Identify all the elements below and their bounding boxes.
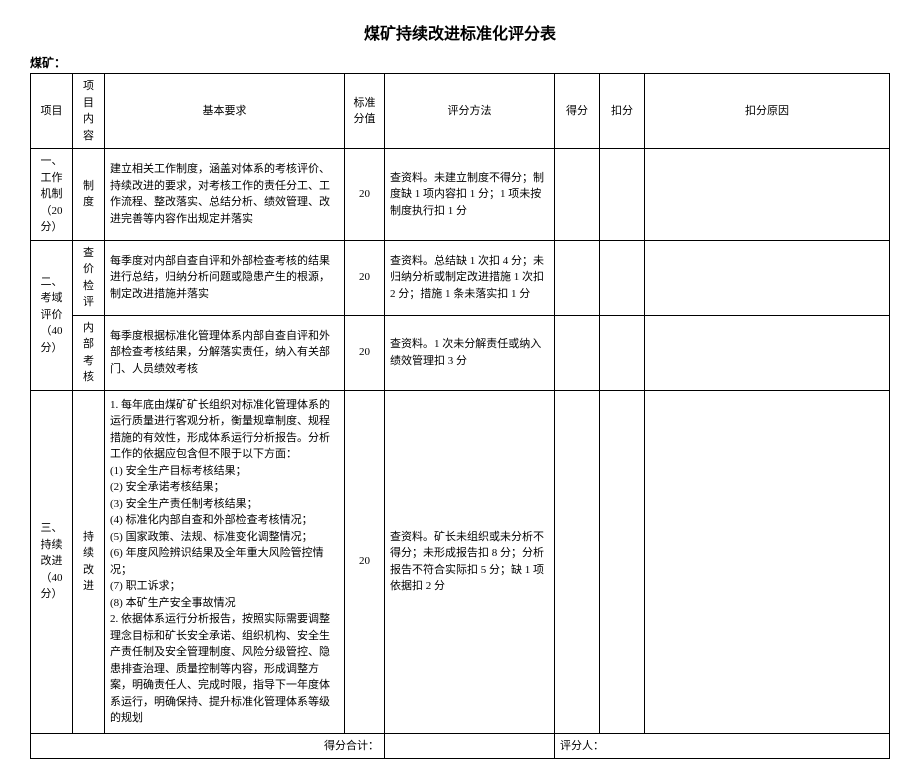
header-content: 项目内容 [73, 74, 105, 149]
cell-reason [645, 240, 890, 315]
header-score: 得分 [555, 74, 600, 149]
cell-requirement: 每季度对内部自查自评和外部检查考核的结果进行总结，归纳分析问题或隐患产生的根源，… [105, 240, 345, 315]
table-row: 内 部考核 每季度根据标准化管理体系内部自查自评和外部检查考核结果，分解落实责任… [31, 315, 890, 390]
header-stdscore: 标准分值 [345, 74, 385, 149]
cell-requirement: 1. 每年底由煤矿矿长组织对标准化管理体系的运行质量进行客观分析，衡量规章制度、… [105, 390, 345, 733]
cell-reason [645, 315, 890, 390]
cell-deduct [600, 315, 645, 390]
cell-score [555, 315, 600, 390]
cell-requirement: 建立相关工作制度，涵盖对体系的考核评价、持续改进的要求，对考核工作的责任分工、工… [105, 149, 345, 241]
subtitle: 煤矿： [30, 54, 890, 71]
summary-row: 得分合计： 评分人： [31, 733, 890, 759]
cell-project: 三、持续改进（40 分） [31, 390, 73, 733]
cell-stdscore: 20 [345, 315, 385, 390]
table-row: 二、考域评价（40 分） 查价检评 每季度对内部自查自评和外部检查考核的结果进行… [31, 240, 890, 315]
cell-project: 一、工作机制（20 分） [31, 149, 73, 241]
cell-method: 查资料。1 次未分解责任或纳入绩效管理扣 3 分 [385, 315, 555, 390]
cell-method: 查资料。未建立制度不得分；制度缺 1 项内容扣 1 分；1 项未按制度执行扣 1… [385, 149, 555, 241]
cell-method: 查资料。矿长未组织或未分析不得分；未形成报告扣 8 分；分析报告不符合实际扣 5… [385, 390, 555, 733]
cell-deduct [600, 149, 645, 241]
cell-reason [645, 149, 890, 241]
page-title: 煤矿持续改进标准化评分表 [30, 20, 890, 44]
cell-score [555, 390, 600, 733]
cell-score [555, 149, 600, 241]
cell-project: 二、考域评价（40 分） [31, 240, 73, 390]
header-method: 评分方法 [385, 74, 555, 149]
summary-total-label: 得分合计： [31, 733, 385, 759]
table-row: 一、工作机制（20 分） 制度 建立相关工作制度，涵盖对体系的考核评价、持续改进… [31, 149, 890, 241]
header-reason: 扣分原因 [645, 74, 890, 149]
summary-total-value [385, 733, 555, 759]
table-header-row: 项目 项目内容 基本要求 标准分值 评分方法 得分 扣分 扣分原因 [31, 74, 890, 149]
cell-deduct [600, 390, 645, 733]
cell-score [555, 240, 600, 315]
summary-scorer-label: 评分人： [555, 733, 890, 759]
cell-content: 制度 [73, 149, 105, 241]
cell-requirement: 每季度根据标准化管理体系内部自查自评和外部检查考核结果，分解落实责任，纳入有关部… [105, 315, 345, 390]
cell-stdscore: 20 [345, 390, 385, 733]
cell-deduct [600, 240, 645, 315]
header-deduct: 扣分 [600, 74, 645, 149]
scoring-table: 项目 项目内容 基本要求 标准分值 评分方法 得分 扣分 扣分原因 一、工作机制… [30, 73, 890, 759]
cell-stdscore: 20 [345, 149, 385, 241]
header-project: 项目 [31, 74, 73, 149]
cell-content: 持 续改进 [73, 390, 105, 733]
cell-reason [645, 390, 890, 733]
cell-content: 内 部考核 [73, 315, 105, 390]
table-row: 三、持续改进（40 分） 持 续改进 1. 每年底由煤矿矿长组织对标准化管理体系… [31, 390, 890, 733]
cell-stdscore: 20 [345, 240, 385, 315]
cell-method: 查资料。总结缺 1 次扣 4 分；未归纳分析或制定改进措施 1 次扣 2 分；措… [385, 240, 555, 315]
header-requirement: 基本要求 [105, 74, 345, 149]
cell-content: 查价检评 [73, 240, 105, 315]
